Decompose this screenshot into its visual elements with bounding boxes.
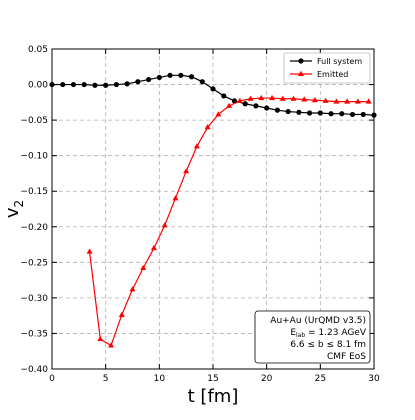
data-point-full-system xyxy=(113,81,119,88)
legend: Full system Emitted xyxy=(283,52,371,84)
annotation-line-4: CMF EoS xyxy=(327,352,366,362)
data-point-emitted xyxy=(172,195,179,201)
data-point-full-system xyxy=(339,111,345,117)
axes: 0 5 10 15 20 25 30 0.05 0.00 −0.05 −0.10 −0.15 −0.20… xyxy=(20,45,380,384)
data-point-emitted xyxy=(193,143,200,149)
annotation-energy-subscript: lab xyxy=(296,332,305,339)
data-point-emitted xyxy=(183,168,190,174)
data-point-full-system xyxy=(146,76,152,83)
data-point-full-system xyxy=(135,79,141,85)
data-point-full-system xyxy=(210,86,216,92)
data-point-emitted xyxy=(344,98,351,104)
y-tick-label: −0.35 xyxy=(20,329,48,339)
data-point-full-system xyxy=(92,82,98,88)
data-point-emitted xyxy=(118,311,125,317)
y-tick-label: 0.05 xyxy=(28,45,48,55)
data-point-emitted xyxy=(236,97,243,103)
data-point-full-system xyxy=(103,82,109,88)
data-point-full-system xyxy=(242,101,248,107)
x-tick-label: 0 xyxy=(49,374,55,384)
legend-label-full-system: Full system xyxy=(317,57,362,66)
data-point-full-system xyxy=(221,93,227,99)
data-point-full-system xyxy=(328,111,334,117)
data-point-full-system xyxy=(178,72,184,78)
data-point-emitted xyxy=(247,95,254,101)
data-point-full-system xyxy=(285,108,291,115)
data-point-emitted xyxy=(354,98,361,104)
annotation-line-1: Au+Au (UrQMD v3.5) xyxy=(270,316,366,326)
data-point-full-system xyxy=(167,72,173,78)
y-tick-label: 0.00 xyxy=(28,81,48,91)
data-point-full-system xyxy=(349,111,356,118)
data-point-emitted xyxy=(129,286,136,292)
data-point-emitted xyxy=(301,96,308,102)
x-axis-label: t [fm] xyxy=(188,386,239,407)
data-point-emitted xyxy=(269,94,276,101)
y-tick-label: −0.20 xyxy=(20,223,48,233)
data-point-emitted xyxy=(226,102,233,108)
data-point-emitted xyxy=(215,111,222,117)
annotation: Au+Au (UrQMD v3.5) Elab = 1.23 AGeV 6.6 … xyxy=(254,310,371,364)
y-tick-label: −0.30 xyxy=(20,294,48,304)
x-tick-label: 10 xyxy=(154,374,166,384)
data-point-full-system xyxy=(264,105,270,111)
data-point-full-system xyxy=(360,111,366,118)
data-point-full-system xyxy=(188,74,195,80)
data-point-emitted xyxy=(140,264,147,271)
data-point-emitted xyxy=(290,95,297,101)
data-point-emitted xyxy=(258,94,265,101)
data-point-full-system xyxy=(60,81,66,88)
data-point-emitted xyxy=(108,342,115,348)
data-point-full-system xyxy=(296,109,302,115)
svg-text:v2: v2 xyxy=(2,200,26,218)
x-tick-label: 20 xyxy=(261,374,273,384)
data-point-full-system xyxy=(81,81,87,88)
x-tick-label: 30 xyxy=(368,374,380,384)
legend-marker-full-system xyxy=(298,58,304,64)
data-point-emitted xyxy=(311,97,318,103)
data-point-emitted xyxy=(204,124,211,130)
data-point-emitted xyxy=(161,222,168,228)
data-point-full-system xyxy=(124,81,130,87)
x-tick-label: 5 xyxy=(103,374,109,384)
y-axis-label-sub: 2 xyxy=(12,200,26,208)
y-tick-label: −0.15 xyxy=(20,187,48,197)
data-point-emitted xyxy=(86,248,93,254)
y-tick-label: −0.10 xyxy=(20,152,48,162)
data-point-emitted xyxy=(322,97,329,103)
y-tick-label: −0.25 xyxy=(20,258,48,268)
annotation-energy-symbol: E xyxy=(290,328,296,338)
data-point-full-system xyxy=(274,107,280,113)
x-tick-label: 25 xyxy=(315,374,326,384)
annotation-line-3: 6.6 ≤ b ≤ 8.1 fm xyxy=(290,340,366,350)
annotation-box xyxy=(254,310,371,364)
y-axis-label: v2 xyxy=(2,200,26,218)
data-point-full-system xyxy=(253,103,259,109)
y-tick-label: −0.40 xyxy=(20,365,48,375)
legend-marker-emitted xyxy=(298,70,304,76)
data-point-full-system xyxy=(307,110,313,116)
data-point-full-system xyxy=(156,74,162,81)
data-point-full-system xyxy=(317,110,323,116)
y-axis-label-main: v xyxy=(2,207,23,218)
data-point-emitted xyxy=(365,98,372,104)
data-point-emitted xyxy=(150,244,157,251)
annotation-energy-value: = 1.23 AGeV xyxy=(305,328,367,338)
y-tick-label: −0.05 xyxy=(20,116,48,126)
data-point-full-system xyxy=(199,79,205,85)
data-point-full-system xyxy=(70,81,77,88)
data-point-emitted xyxy=(279,95,286,101)
x-tick-label: 15 xyxy=(207,374,218,384)
data-point-emitted xyxy=(333,98,340,104)
data-point-emitted xyxy=(97,335,104,342)
legend-label-emitted: Emitted xyxy=(317,70,348,79)
annotation-line-2: Elab = 1.23 AGeV xyxy=(290,328,367,339)
